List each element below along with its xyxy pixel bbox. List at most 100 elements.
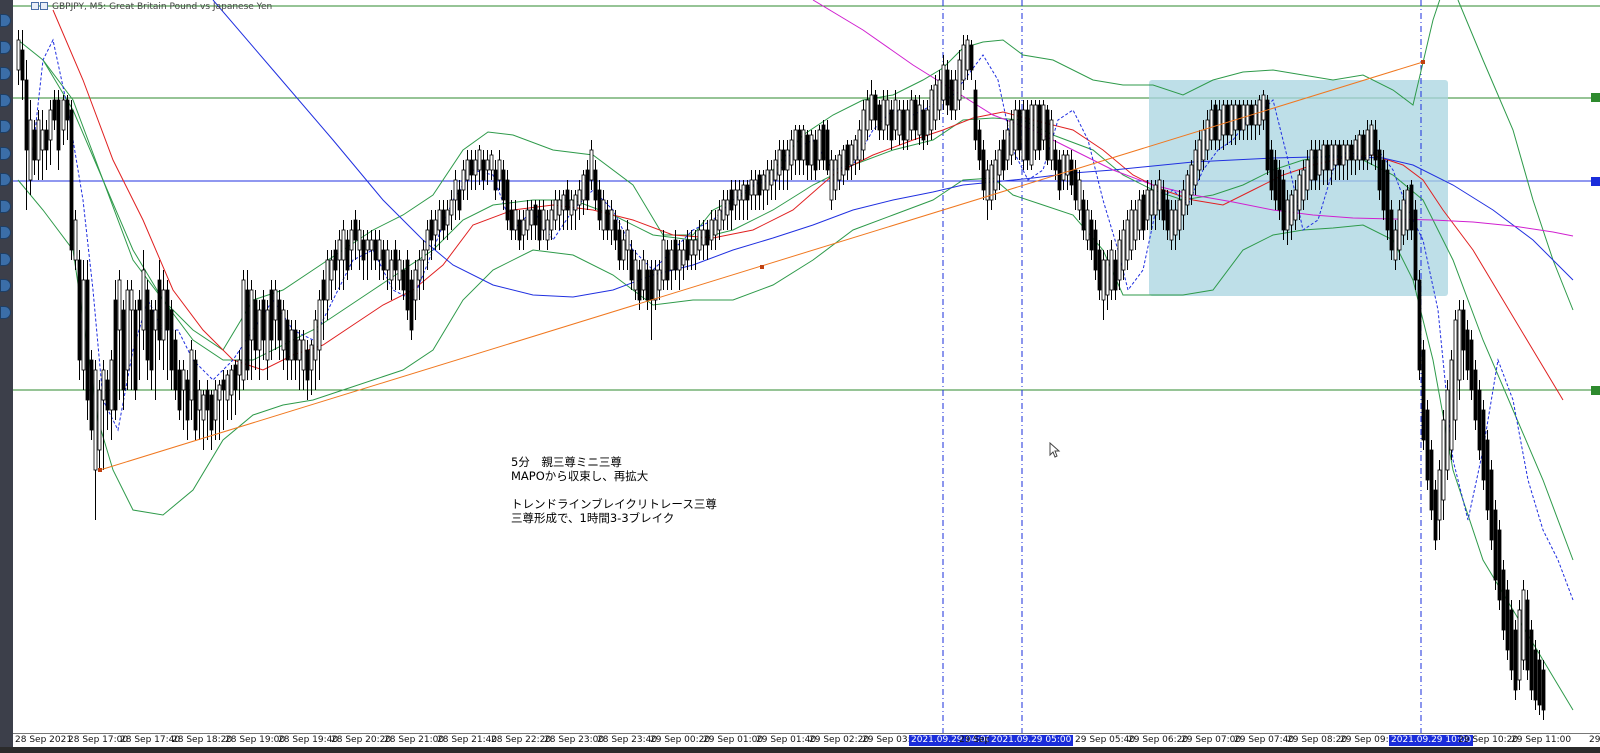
candlestick[interactable]	[221, 379, 226, 391]
candlestick[interactable]	[1413, 209, 1418, 281]
candlestick[interactable]	[421, 249, 426, 261]
candlestick[interactable]	[269, 289, 274, 341]
candlestick[interactable]	[737, 189, 742, 201]
candlestick[interactable]	[109, 359, 114, 411]
candlestick[interactable]	[1085, 209, 1090, 241]
candlestick[interactable]	[217, 384, 222, 401]
candlestick[interactable]	[1401, 199, 1406, 236]
candlestick[interactable]	[665, 249, 670, 281]
candlestick[interactable]	[477, 149, 482, 171]
trendline-anchor[interactable]	[760, 265, 764, 269]
candlestick[interactable]	[1161, 189, 1166, 221]
candlestick[interactable]	[941, 64, 946, 101]
candlestick[interactable]	[113, 299, 118, 411]
candlestick[interactable]	[1129, 209, 1134, 251]
candlestick[interactable]	[629, 249, 634, 281]
candlestick[interactable]	[117, 279, 122, 331]
candlestick[interactable]	[549, 209, 554, 231]
candlestick[interactable]	[845, 144, 850, 171]
candlestick[interactable]	[601, 199, 606, 231]
candlestick[interactable]	[857, 129, 862, 161]
candlestick[interactable]	[641, 259, 646, 291]
candlestick[interactable]	[809, 134, 814, 166]
candlestick[interactable]	[765, 169, 770, 191]
candlestick[interactable]	[517, 219, 522, 241]
candlestick[interactable]	[185, 379, 190, 421]
candlestick[interactable]	[209, 394, 214, 431]
candlestick[interactable]	[577, 189, 582, 206]
candlestick[interactable]	[1505, 589, 1510, 651]
candlestick[interactable]	[873, 94, 878, 121]
candlestick[interactable]	[1121, 229, 1126, 271]
candlestick[interactable]	[773, 159, 778, 181]
candlestick[interactable]	[753, 179, 758, 196]
candlestick[interactable]	[16, 39, 21, 71]
candlestick[interactable]	[1045, 109, 1050, 161]
candlestick[interactable]	[1189, 164, 1194, 196]
candlestick[interactable]	[617, 229, 622, 261]
candlestick[interactable]	[1229, 104, 1234, 136]
candlestick[interactable]	[909, 99, 914, 131]
candlestick[interactable]	[173, 339, 178, 391]
candlestick[interactable]	[1137, 199, 1142, 231]
candlestick[interactable]	[297, 339, 302, 361]
candlestick[interactable]	[693, 239, 698, 256]
candlestick[interactable]	[273, 289, 278, 321]
candlestick[interactable]	[1469, 339, 1474, 391]
candlestick[interactable]	[1541, 669, 1546, 711]
candlestick[interactable]	[153, 309, 158, 331]
candlestick[interactable]	[569, 199, 574, 216]
candlestick[interactable]	[1385, 169, 1390, 231]
candlestick[interactable]	[789, 139, 794, 166]
candlestick[interactable]	[125, 289, 130, 371]
candlestick[interactable]	[849, 144, 854, 166]
candlestick[interactable]	[801, 129, 806, 161]
scroll-handle-icon[interactable]	[0, 120, 11, 133]
candlestick[interactable]	[1213, 104, 1218, 141]
candlestick[interactable]	[993, 159, 998, 191]
candlestick[interactable]	[321, 279, 326, 301]
candlestick[interactable]	[1373, 129, 1378, 161]
candlestick[interactable]	[709, 219, 714, 241]
candlestick[interactable]	[245, 289, 250, 371]
candlestick[interactable]	[1361, 134, 1366, 161]
candlestick[interactable]	[417, 259, 422, 281]
candlestick[interactable]	[305, 349, 310, 381]
candlestick[interactable]	[165, 289, 170, 331]
candlestick[interactable]	[1181, 189, 1186, 216]
candlestick[interactable]	[933, 84, 938, 121]
candlestick[interactable]	[725, 199, 730, 216]
candlestick[interactable]	[1009, 119, 1014, 156]
candlestick[interactable]	[1057, 159, 1062, 191]
candlestick[interactable]	[105, 379, 110, 411]
candlestick[interactable]	[161, 289, 166, 341]
candlestick[interactable]	[1225, 104, 1230, 136]
candlestick[interactable]	[353, 219, 358, 241]
candlestick[interactable]	[597, 189, 602, 221]
candlestick[interactable]	[61, 99, 66, 131]
candlestick[interactable]	[1029, 104, 1034, 166]
candlestick[interactable]	[1325, 144, 1330, 171]
candlestick[interactable]	[213, 389, 218, 421]
candlestick[interactable]	[881, 99, 886, 131]
candlestick[interactable]	[1517, 609, 1522, 681]
candlestick[interactable]	[985, 169, 990, 201]
candlestick[interactable]	[973, 89, 978, 141]
scroll-handle-icon[interactable]	[0, 252, 11, 266]
candlestick[interactable]	[309, 344, 314, 371]
candlestick[interactable]	[497, 159, 502, 181]
candlestick[interactable]	[32, 129, 37, 161]
candlestick[interactable]	[1081, 199, 1086, 231]
candlestick[interactable]	[1133, 209, 1138, 241]
candlestick[interactable]	[861, 109, 866, 151]
candlestick[interactable]	[1049, 119, 1054, 161]
candlestick[interactable]	[945, 69, 950, 106]
candlestick[interactable]	[1069, 159, 1074, 186]
candlestick[interactable]	[1177, 199, 1182, 231]
candlestick[interactable]	[1489, 469, 1494, 541]
candlestick[interactable]	[337, 239, 342, 261]
candlestick[interactable]	[929, 89, 934, 131]
candlestick[interactable]	[1493, 509, 1498, 581]
candlestick[interactable]	[837, 154, 842, 181]
candlestick[interactable]	[369, 239, 374, 251]
